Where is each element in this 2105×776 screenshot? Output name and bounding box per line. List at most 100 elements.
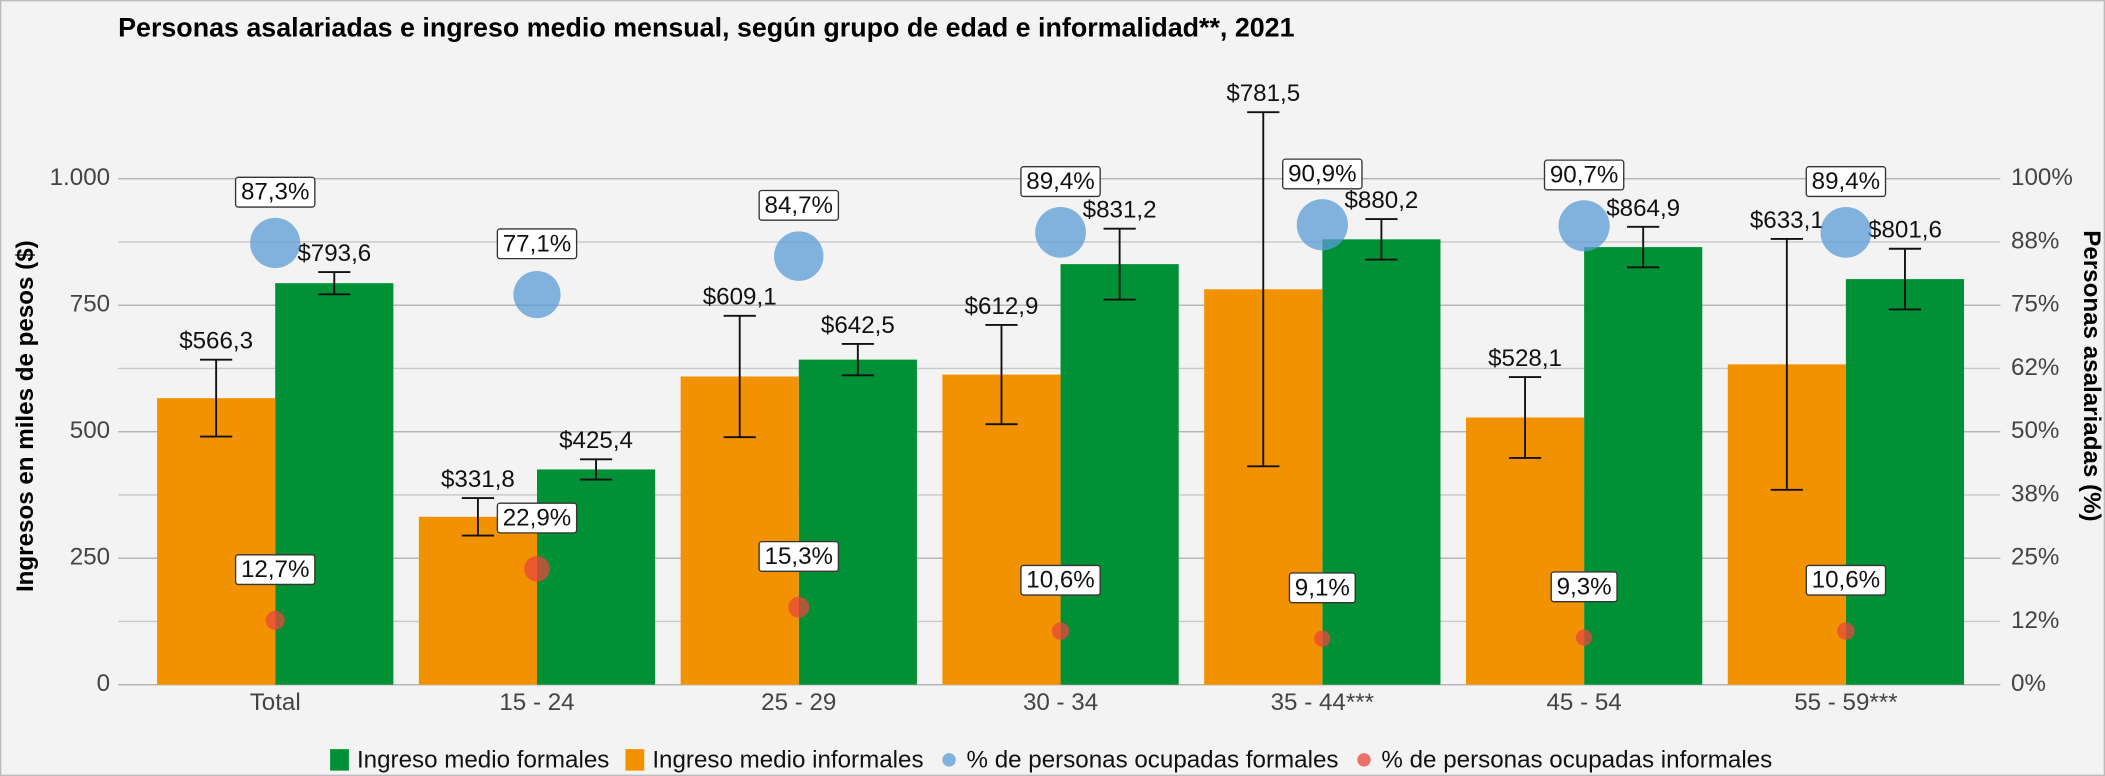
data-label: 12,7% bbox=[241, 556, 309, 583]
data-label: 15,3% bbox=[765, 543, 834, 570]
data-label: 10,6% bbox=[1026, 567, 1095, 594]
bubble bbox=[524, 555, 550, 582]
legend-swatch bbox=[330, 749, 349, 771]
x-tick-label: 15 - 24 bbox=[499, 689, 574, 716]
bar bbox=[798, 359, 917, 685]
label-box bbox=[496, 228, 578, 260]
error-bar bbox=[318, 271, 351, 296]
error-bar bbox=[200, 358, 233, 438]
data-label-box: 9,1% bbox=[1288, 572, 1356, 604]
data-label: $831,2 bbox=[1083, 197, 1157, 224]
data-label: $880,2 bbox=[1344, 187, 1418, 214]
bubble bbox=[1820, 206, 1872, 258]
legend: Ingreso medio formales Ingreso medio info… bbox=[330, 747, 1772, 774]
label-box bbox=[1805, 564, 1887, 596]
y2-tick-label: 38% bbox=[2011, 480, 2059, 507]
bubble bbox=[265, 610, 285, 630]
bubble bbox=[1314, 630, 1331, 647]
y2-tick-label: 88% bbox=[2011, 227, 2059, 254]
data-label: $612,9 bbox=[965, 293, 1039, 320]
label-box bbox=[234, 176, 316, 208]
legend-swatch bbox=[1357, 753, 1371, 767]
bar bbox=[1845, 279, 1965, 685]
data-label: 90,9% bbox=[1288, 160, 1357, 187]
legend-swatch bbox=[625, 749, 645, 771]
bubble bbox=[513, 271, 561, 319]
label-box bbox=[1020, 166, 1101, 198]
data-label-box: 15,3% bbox=[758, 540, 840, 572]
bubble bbox=[1558, 200, 1610, 252]
legend-label: Ingreso medio formales bbox=[357, 747, 609, 774]
data-label: 9,1% bbox=[1295, 574, 1350, 601]
legend-label: % de personas ocupadas informales bbox=[1381, 747, 1772, 774]
y2-tick-label: 12% bbox=[2011, 607, 2059, 634]
error-bar bbox=[1365, 218, 1398, 261]
label-box bbox=[758, 189, 840, 221]
x-tick-label: 45 - 54 bbox=[1547, 689, 1622, 716]
bar bbox=[275, 283, 394, 685]
data-label: $331,8 bbox=[441, 466, 515, 493]
data-label: $801,6 bbox=[1868, 217, 1942, 244]
label-box bbox=[1543, 159, 1625, 191]
y-tick-label: 1.000 bbox=[50, 164, 110, 191]
data-label-box: 10,6% bbox=[1805, 564, 1887, 596]
legend-swatch bbox=[942, 753, 956, 767]
y2-tick-label: 25% bbox=[2011, 544, 2059, 571]
bar bbox=[1465, 417, 1585, 685]
error-bar bbox=[1627, 225, 1660, 269]
x-tick-label: 35 - 44*** bbox=[1271, 689, 1375, 716]
y-tick-label: 750 bbox=[70, 291, 110, 318]
error-bar bbox=[985, 324, 1018, 426]
error-bar bbox=[723, 314, 756, 439]
data-label: $864,9 bbox=[1606, 195, 1680, 222]
legend-label: Ingreso medio informales bbox=[652, 747, 923, 774]
y-tick-label: 250 bbox=[70, 544, 110, 571]
data-label: 77,1% bbox=[503, 230, 572, 257]
error-bar bbox=[461, 497, 495, 537]
data-label-box: 9,3% bbox=[1550, 571, 1618, 603]
data-label: 10,6% bbox=[1812, 567, 1880, 594]
y-tick-label: 500 bbox=[70, 417, 110, 444]
data-label: $425,4 bbox=[559, 427, 633, 454]
error-bar bbox=[1508, 376, 1542, 459]
data-label: $781,5 bbox=[1226, 80, 1300, 107]
data-label: 90,7% bbox=[1550, 161, 1619, 188]
error-bar bbox=[841, 342, 874, 377]
data-label-box: 89,4% bbox=[1020, 166, 1101, 198]
y-axis-title: Ingresos en miles de pesos ($) bbox=[12, 240, 39, 592]
bar bbox=[942, 374, 1061, 685]
data-label: 89,4% bbox=[1812, 168, 1880, 195]
data-label: $793,6 bbox=[297, 240, 371, 267]
y2-tick-label: 75% bbox=[2011, 291, 2059, 318]
x-tick-label: 30 - 34 bbox=[1023, 689, 1098, 716]
x-tick-label: 25 - 29 bbox=[761, 689, 836, 716]
data-label-box: 12,7% bbox=[234, 554, 316, 586]
bubble bbox=[1035, 206, 1086, 258]
label-box bbox=[1282, 158, 1363, 190]
label-box bbox=[1805, 166, 1887, 198]
bar bbox=[418, 516, 537, 685]
bar bbox=[536, 469, 656, 685]
data-label-box: 10,6% bbox=[1020, 564, 1101, 596]
data-label: 9,3% bbox=[1557, 573, 1612, 600]
data-label: 22,9% bbox=[503, 505, 572, 532]
bubble bbox=[1051, 622, 1070, 640]
data-label-box: 77,1% bbox=[496, 228, 578, 260]
y2-axis-title: Personas asalariadas (%) bbox=[2078, 230, 2105, 521]
bubble bbox=[788, 596, 810, 618]
data-label-box: 84,7% bbox=[758, 189, 840, 221]
label-box bbox=[1020, 564, 1101, 596]
chart-title: Personas asalariadas e ingreso medio men… bbox=[118, 13, 1294, 43]
data-label: $566,3 bbox=[179, 328, 253, 355]
y2-tick-label: 62% bbox=[2011, 354, 2059, 381]
data-label-box: 89,4% bbox=[1805, 166, 1887, 198]
bubble bbox=[1837, 622, 1855, 640]
bubble bbox=[774, 231, 824, 281]
data-label: $528,1 bbox=[1488, 345, 1562, 372]
legend-label: % de personas ocupadas formales bbox=[967, 747, 1339, 774]
x-tick-label: 55 - 59*** bbox=[1794, 689, 1898, 716]
error-bar bbox=[579, 458, 613, 481]
data-label: 84,7% bbox=[765, 192, 834, 219]
y2-tick-label: 0% bbox=[2011, 670, 2046, 697]
data-label: $642,5 bbox=[821, 312, 895, 339]
